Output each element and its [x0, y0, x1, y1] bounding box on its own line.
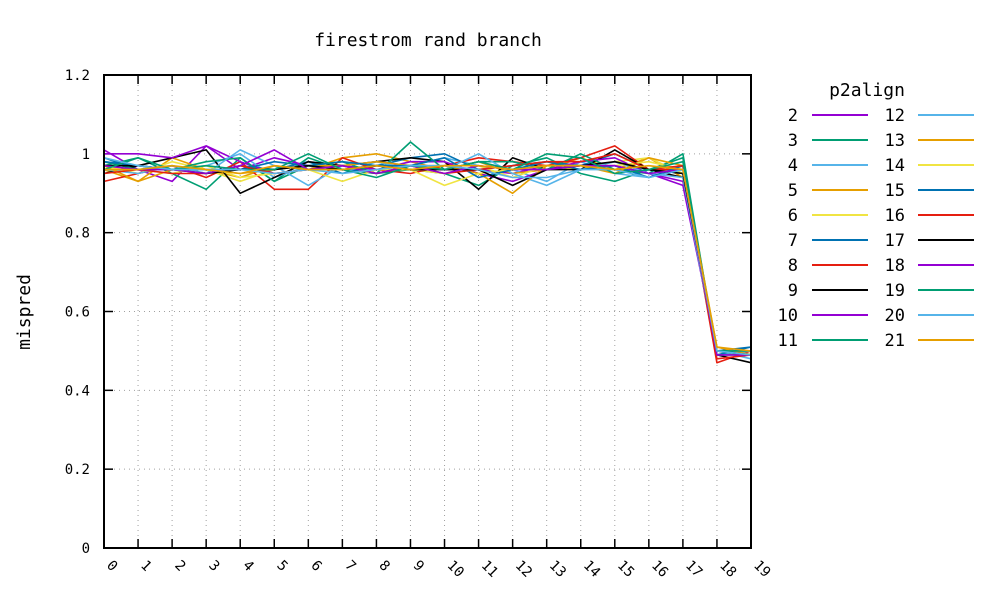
legend-label: 14	[885, 156, 905, 176]
series-line-18	[103, 149, 751, 356]
legend-label: 16	[885, 206, 905, 226]
y-axis-label: mispred	[14, 274, 35, 350]
y-axis: 0 0.2 0.4 0.6 0.8 1 1.2	[65, 68, 751, 557]
x-tick-label: 10	[444, 558, 467, 581]
legend-label: 6	[788, 206, 798, 226]
legend-label: 2	[788, 106, 798, 126]
legend-label: 5	[788, 181, 798, 201]
series-line-3	[103, 157, 752, 356]
legend-label: 3	[788, 131, 798, 151]
x-tick-label: 17	[682, 558, 705, 581]
x-tick-label: 2	[171, 558, 188, 575]
x-tick-label: 14	[580, 558, 603, 581]
x-tick-label: 13	[546, 558, 569, 581]
plot-frame	[103, 74, 752, 549]
y-tick-label: 0.2	[65, 462, 90, 478]
x-tick-label: 12	[512, 558, 535, 581]
chart-title: firestrom rand branch	[314, 30, 542, 51]
x-tick-label: 0	[103, 558, 120, 575]
x-tick-label: 5	[273, 558, 290, 575]
legend-label: 7	[788, 231, 798, 251]
plot-lines	[103, 141, 752, 364]
x-tick-label: 4	[239, 558, 256, 575]
x-tick-label: 11	[478, 558, 501, 581]
legend-label: 4	[788, 156, 798, 176]
series-line-12	[103, 149, 752, 356]
legend-label: 8	[788, 256, 798, 276]
x-tick-label: 3	[205, 558, 222, 575]
x-tick-label: 18	[716, 558, 739, 581]
x-tick-label: 6	[307, 558, 324, 575]
legend-label: 20	[885, 306, 905, 326]
y-tick-label: 0	[82, 541, 90, 557]
legend: p2align 2 3 4 5 6 7 8 9 10 11 12 13 14 15 16 17 18 19 20 21	[778, 80, 974, 351]
series-line-19	[103, 153, 751, 352]
legend-label: 11	[778, 331, 798, 351]
series-line-8	[103, 145, 752, 364]
series-line-4	[103, 153, 752, 360]
series-line-16	[103, 153, 752, 360]
x-tick-label: 19	[750, 558, 773, 581]
y-tick-label: 0.6	[65, 305, 90, 321]
x-tick-label: 15	[614, 558, 637, 581]
legend-label: 21	[885, 331, 905, 351]
legend-label: 19	[885, 281, 905, 301]
legend-label: 10	[778, 306, 798, 326]
series-line-9	[103, 149, 752, 364]
legend-label: 9	[788, 281, 798, 301]
series-line-17	[104, 160, 752, 356]
x-tick-label: 1	[137, 558, 154, 575]
y-tick-label: 0.4	[65, 383, 90, 399]
legend-label: 13	[885, 131, 905, 151]
x-tick-label: 9	[410, 558, 427, 575]
series-line-14	[104, 160, 752, 356]
y-tick-label: 1	[82, 147, 90, 163]
y-tick-label: 1.2	[65, 68, 90, 84]
series-line-5	[103, 153, 752, 356]
legend-label: 18	[885, 256, 905, 276]
legend-title: p2align	[829, 80, 905, 101]
x-tick-label: 16	[648, 558, 671, 581]
y-tick-label: 0.8	[65, 226, 90, 242]
x-tick-label: 8	[376, 558, 393, 575]
series-line-21	[104, 164, 752, 352]
x-tick-label: 7	[342, 558, 359, 575]
legend-label: 12	[885, 106, 905, 126]
legend-label: 15	[885, 181, 905, 201]
legend-label: 17	[885, 231, 905, 251]
grid	[104, 75, 751, 548]
series-line-7	[103, 153, 752, 352]
